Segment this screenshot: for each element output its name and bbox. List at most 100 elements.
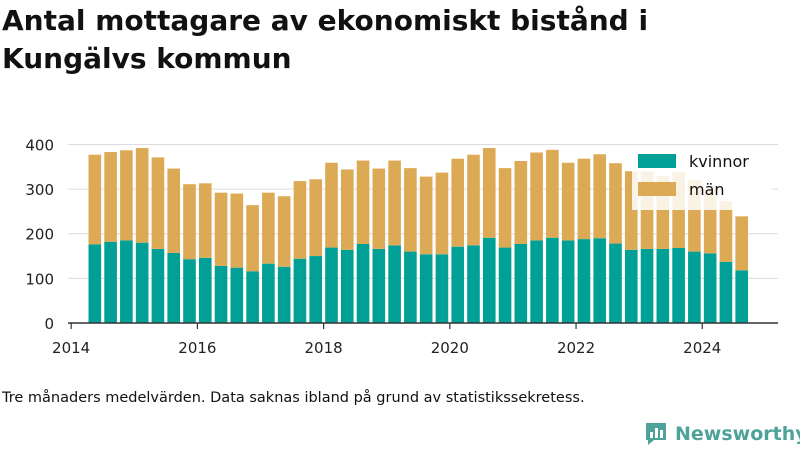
y-tick-label: 200 [25, 226, 54, 244]
bar-man [593, 154, 607, 239]
bar-kvinnor [198, 257, 212, 323]
bar-kvinnor [183, 259, 196, 323]
bar-kvinnor [514, 243, 528, 323]
bar-kvinnor [88, 244, 102, 323]
x-tick-label: 2016 [178, 339, 216, 357]
bar-man [467, 154, 480, 246]
bar-kvinnor [467, 245, 480, 323]
bar-kvinnor [277, 266, 291, 323]
bar-man [546, 149, 559, 238]
bar-man [451, 158, 465, 247]
bar-kvinnor [609, 243, 622, 323]
bar-kvinnor [624, 249, 638, 323]
x-tick-label: 2018 [305, 339, 343, 357]
bar-man [135, 148, 149, 243]
bar-man [120, 150, 133, 241]
bar-kvinnor [719, 261, 733, 323]
bar-kvinnor [419, 254, 433, 323]
bar-man [325, 162, 338, 248]
bar-kvinnor [703, 253, 717, 323]
bar-man [514, 160, 528, 244]
bar-kvinnor [262, 263, 275, 323]
bar-man [340, 169, 354, 250]
bar-kvinnor [451, 246, 465, 323]
bar-man [183, 184, 196, 260]
x-tick-label: 2024 [683, 339, 721, 357]
bar-kvinnor [372, 248, 386, 323]
bar-kvinnor [498, 247, 512, 323]
brand-name: Newsworthy [675, 423, 800, 445]
bar-man [198, 183, 212, 258]
footnote: Tre månaders medelvärden. Data saknas ib… [2, 390, 585, 406]
bar-kvinnor [325, 247, 338, 323]
bar-man [151, 157, 165, 249]
chart-title: Antal mottagare av ekonomiskt bistånd i … [2, 4, 649, 75]
bar-man [262, 192, 275, 264]
bar-man [498, 168, 512, 248]
bar-man [104, 152, 117, 242]
bar-kvinnor [246, 271, 259, 323]
bar-kvinnor [593, 238, 607, 323]
x-tick-label: 2022 [557, 339, 595, 357]
bar-man [609, 163, 622, 244]
bar-man [561, 162, 575, 241]
bar-kvinnor [404, 251, 417, 323]
bar-man [309, 179, 323, 257]
y-tick-label: 100 [25, 270, 54, 288]
bar-man [735, 216, 749, 271]
bar-kvinnor [340, 249, 354, 323]
y-tick-label: 0 [44, 315, 54, 333]
legend-label-kvinnor: kvinnor [689, 152, 749, 171]
bar-kvinnor [309, 256, 323, 323]
y-tick-label: 400 [25, 136, 54, 154]
bar-kvinnor [388, 245, 401, 323]
bar-man [356, 160, 370, 244]
bar-man [293, 181, 307, 259]
y-tick-label: 300 [25, 181, 54, 199]
bars [88, 148, 749, 323]
bar-man [214, 192, 228, 266]
x-tick-label: 2014 [52, 339, 90, 357]
bar-kvinnor [356, 243, 370, 323]
bar-kvinnor [135, 242, 149, 323]
bar-man [246, 205, 259, 272]
x-tick-label: 2020 [431, 339, 469, 357]
bar-kvinnor [482, 237, 496, 323]
bar-man [88, 154, 102, 245]
bar-kvinnor [561, 240, 575, 323]
bar-kvinnor [230, 267, 244, 323]
bar-kvinnor [735, 270, 749, 323]
bar-kvinnor [577, 239, 591, 323]
bar-man [388, 160, 401, 246]
bar-kvinnor [120, 240, 133, 323]
bar-kvinnor [151, 248, 165, 323]
legend-swatch-man [638, 182, 676, 196]
bar-kvinnor [293, 258, 307, 323]
legend-label-man: män [689, 180, 725, 199]
bar-man [277, 196, 291, 267]
bar-man [435, 172, 449, 255]
bar-kvinnor [214, 265, 228, 323]
bar-man [419, 176, 433, 255]
y-axis-ticks: 0 100 200 300 400 [25, 136, 54, 333]
legend-swatch-kvinnor [638, 154, 676, 168]
legend: kvinnor män [632, 150, 772, 210]
bar-man [230, 193, 244, 268]
chart: 0 100 200 300 400 2014 2016 2018 2020 2022 2024 k… [25, 136, 778, 357]
bar-kvinnor [640, 248, 654, 323]
bar-kvinnor [530, 240, 543, 323]
bar-man [530, 152, 543, 241]
bar-kvinnor [435, 254, 449, 323]
bar-kvinnor [546, 237, 559, 323]
bar-kvinnor [104, 241, 117, 323]
bar-kvinnor [672, 248, 685, 323]
x-axis-ticks: 2014 2016 2018 2020 2022 2024 [52, 323, 721, 357]
newsworthy-logo-icon [646, 423, 666, 445]
bar-kvinnor [167, 252, 181, 323]
bar-man [482, 148, 496, 238]
bar-kvinnor [656, 248, 670, 323]
bar-man [404, 168, 417, 252]
bar-kvinnor [688, 251, 701, 323]
bar-man [719, 201, 733, 262]
bar-man [577, 158, 591, 240]
